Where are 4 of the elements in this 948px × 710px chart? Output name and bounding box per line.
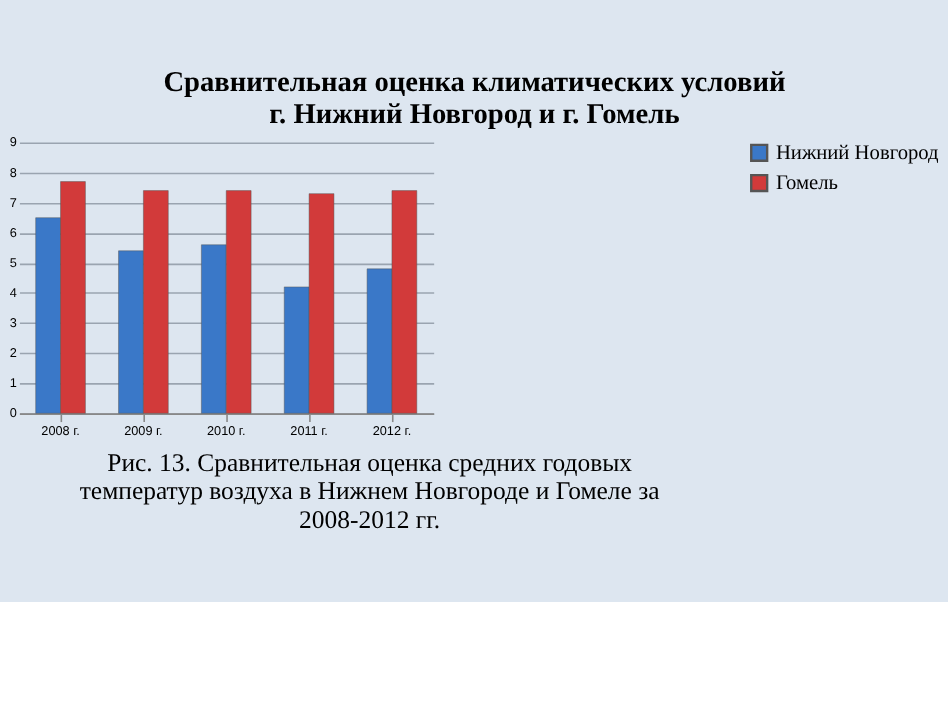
legend-label: Нижний Новгород bbox=[775, 143, 941, 166]
legend-label: Гомель bbox=[775, 173, 839, 196]
text: Рис. 13. Сравнительная оценка средних годовых температур воздуха в Нижнем Новгороде и Гомеле за 2008-2012 гг. bbox=[79, 448, 661, 535]
chart-title: Сравнительная оценка климатических условий г. Нижний Новгород и г. Гомель bbox=[163, 67, 786, 132]
